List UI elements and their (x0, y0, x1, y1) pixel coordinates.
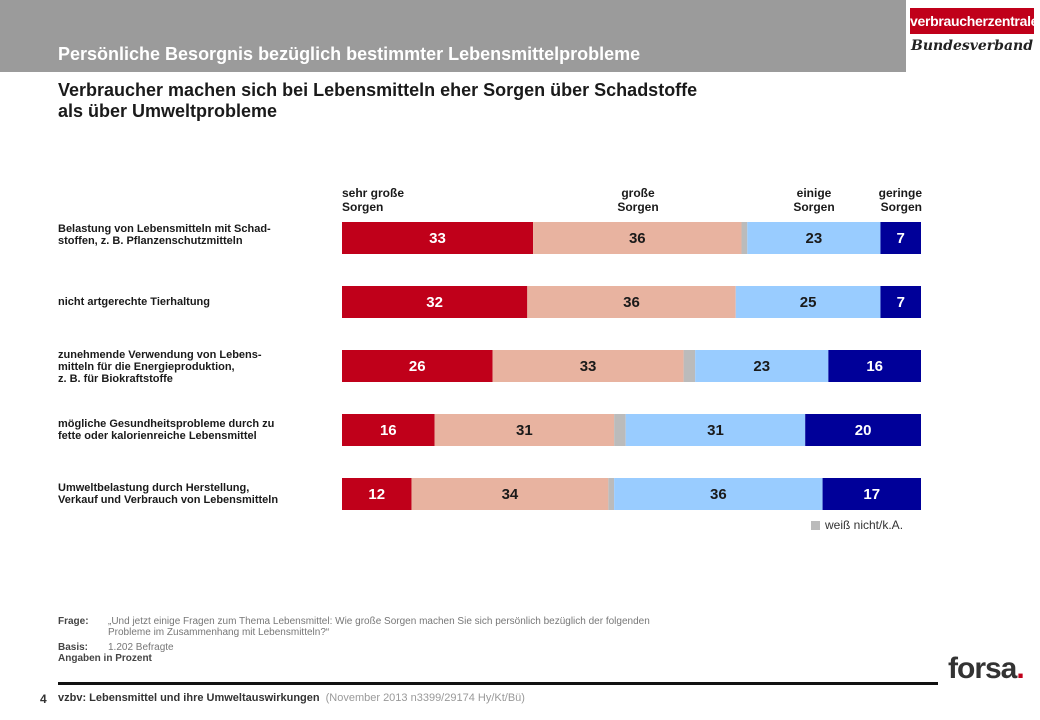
bar-value-label: 31 (707, 422, 724, 439)
column-header-line: Sorgen (617, 200, 659, 214)
bar-segment-geringe-sorgen (880, 286, 921, 318)
frage-line-1: „Und jetzt einige Fragen zum Thema Leben… (108, 616, 650, 627)
column-header-grosse: große Sorgen (608, 186, 668, 214)
bar-value-label: 32 (426, 294, 443, 311)
bar-segment-sehr-gro-e-sorgen (342, 478, 412, 510)
subtitle-line-1: Verbraucher machen sich bei Lebensmittel… (58, 80, 698, 100)
bar-value-label: 23 (753, 358, 770, 375)
row-label-schadstoffe: Belastung von Lebensmitteln mit Schad- s… (58, 223, 328, 247)
bar-segment-wei-nicht-k-a- (614, 414, 626, 446)
row-label-umweltbelastung: Umweltbelastung durch Herstellung, Verka… (58, 482, 328, 506)
row-label-tierhaltung: nicht artgerechte Tierhaltung (58, 296, 328, 308)
forsa-wordmark: forsa (948, 652, 1017, 685)
bar-value-label: 25 (800, 294, 817, 311)
column-header-line: einige (796, 186, 832, 200)
legend-swatch-weiss-nicht (811, 521, 820, 530)
bar-segment-geringe-sorgen (880, 222, 921, 254)
column-header-line: sehr große (342, 186, 405, 200)
row-label-line: mitteln für die Energieproduktion, (58, 361, 235, 373)
bar-segment-gro-e-sorgen (434, 414, 615, 446)
chart-subtitle: Verbraucher machen sich bei Lebensmittel… (58, 80, 697, 122)
bar-segment-einige-sorgen (735, 286, 881, 318)
bar-value-label: 36 (710, 486, 727, 503)
footer-main-text: vzbv: Lebensmittel und ihre Umweltauswir… (58, 692, 320, 704)
bar-value-label: 33 (580, 358, 597, 375)
basis-value: 1.202 Befragte (108, 642, 174, 653)
row-label-line: Belastung von Lebensmitteln mit Schad- (58, 223, 271, 235)
column-header-geringe: geringe Sorgen (860, 186, 922, 214)
column-header-line: große (621, 186, 655, 200)
logo-bottom-text: Bundesverband (910, 38, 1033, 54)
bar-segment-gro-e-sorgen (533, 222, 742, 254)
subtitle-line-2: als über Umweltprobleme (58, 101, 278, 121)
bar-value-label: 26 (409, 358, 426, 375)
row-label-line: nicht artgerechte Tierhaltung (58, 296, 210, 308)
column-header-line: Sorgen (880, 200, 922, 214)
legend-label: weiß nicht/k.A. (825, 518, 904, 532)
bar-value-label: 7 (897, 294, 905, 311)
bar-value-label: 34 (502, 486, 519, 503)
frage-line-2: Probleme im Zusammenhang mit Lebensmitte… (108, 627, 330, 638)
row-label-line: mögliche Gesundheitsprobleme durch zu (58, 418, 275, 430)
bar-segment-wei-nicht-k-a- (741, 222, 748, 254)
bar-value-label: 23 (806, 230, 823, 247)
column-header-einige: einige Sorgen (784, 186, 844, 214)
footer-sub-text: (November 2013 n3399/29174 Hy/Kt/Bü) (325, 692, 525, 704)
vzbv-logo: verbraucherzentrale Bundesverband (910, 8, 1038, 64)
bar-segment-sehr-gro-e-sorgen (342, 222, 534, 254)
column-header-line: Sorgen (342, 200, 384, 214)
bar-value-label: 16 (866, 358, 883, 375)
angaben-note: Angaben in Prozent (58, 653, 152, 664)
bar-value-label: 12 (368, 486, 385, 503)
bar-segment-gro-e-sorgen (492, 350, 684, 382)
bar-segment-einige-sorgen (614, 478, 823, 510)
legend: weiß nicht/k.A. (811, 518, 903, 532)
bar-value-label: 16 (380, 422, 397, 439)
row-label-line: stoffen, z. B. Pflanzenschutzmitteln (58, 235, 243, 247)
bar-value-label: 33 (429, 230, 446, 247)
footer-source: vzbv: Lebensmittel und ihre Umweltauswir… (58, 692, 525, 704)
bar-value-label: 17 (863, 486, 880, 503)
row-label-line: Umweltbelastung durch Herstellung, (58, 482, 250, 494)
bar-segment-sehr-gro-e-sorgen (342, 350, 493, 382)
bar-segment-wei-nicht-k-a- (683, 350, 696, 382)
bar-segment-einige-sorgen (747, 222, 881, 254)
logo-top-text: verbraucherzentrale (910, 8, 1038, 34)
row-label-line: fette oder kalorienreiche Lebensmittel (58, 430, 257, 442)
bar-segment-geringe-sorgen (828, 350, 921, 382)
row-label-line: zunehmende Verwendung von Lebens- (58, 349, 262, 361)
bar-value-label: 36 (629, 230, 646, 247)
bar-value-label: 20 (855, 422, 872, 439)
row-label-gesundheit: mögliche Gesundheitsprobleme durch zu fe… (58, 418, 328, 442)
basis-key: Basis: (58, 642, 89, 653)
bar-segment-gro-e-sorgen (411, 478, 609, 510)
row-label-energieproduktion: zunehmende Verwendung von Lebens- mittel… (58, 349, 328, 385)
bar-segment-gro-e-sorgen (527, 286, 736, 318)
bar-segment-wei-nicht-k-a- (608, 478, 615, 510)
footer-rule (58, 682, 938, 685)
row-label-line: z. B. für Biokraftstoffe (58, 373, 173, 385)
title-banner: Persönliche Besorgnis bezüglich bestimmt… (0, 0, 906, 72)
bar-segment-sehr-gro-e-sorgen (342, 286, 528, 318)
forsa-logo: forsa. (948, 652, 1025, 686)
bar-segment-sehr-gro-e-sorgen (342, 414, 435, 446)
column-header-line: geringe (878, 186, 922, 200)
column-header-sehr-grosse: sehr große Sorgen (342, 186, 404, 214)
forsa-dot: . (1016, 652, 1024, 685)
bar-value-label: 36 (623, 294, 640, 311)
bar-segment-geringe-sorgen (822, 478, 921, 510)
bar-value-label: 7 (897, 230, 905, 247)
page-number: 4 (40, 692, 47, 706)
frage-key: Frage: (58, 616, 89, 627)
page-title: Persönliche Besorgnis bezüglich bestimmt… (58, 44, 641, 64)
column-header-line: Sorgen (793, 200, 835, 214)
bar-segment-geringe-sorgen (805, 414, 921, 446)
bar-value-label: 31 (516, 422, 533, 439)
bar-segment-einige-sorgen (625, 414, 806, 446)
bar-segment-einige-sorgen (695, 350, 829, 382)
row-label-line: Verkauf und Verbrauch von Lebensmitteln (58, 494, 279, 506)
